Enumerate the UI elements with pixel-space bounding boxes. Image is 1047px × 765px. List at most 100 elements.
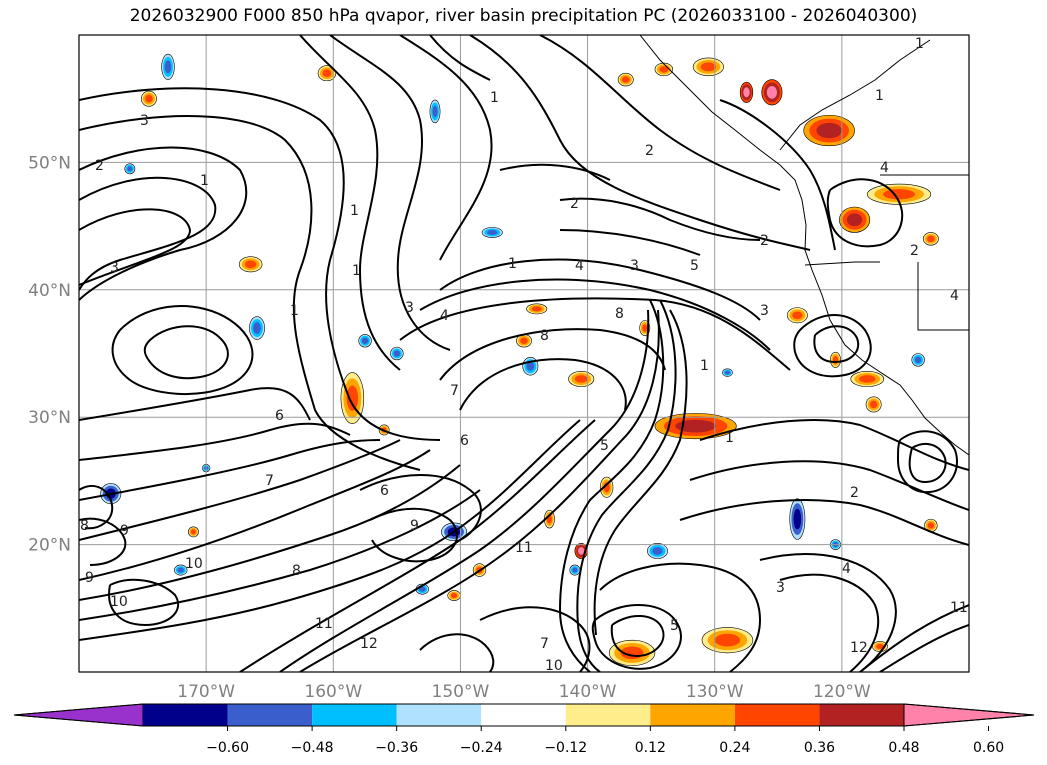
precip-shading-level bbox=[859, 375, 876, 383]
precip-shading-blob bbox=[358, 334, 372, 348]
precip-shading-blob bbox=[317, 65, 337, 82]
precip-shading-blob bbox=[526, 303, 548, 315]
contour-label: 7 bbox=[450, 383, 459, 399]
contour-label: 10 bbox=[110, 594, 128, 610]
contour-label: 11 bbox=[315, 616, 333, 632]
precip-shading-blob bbox=[141, 90, 157, 107]
precip-shading-level bbox=[642, 324, 648, 332]
contour-label: 11 bbox=[950, 600, 968, 616]
precip-shading-level bbox=[361, 337, 369, 344]
precip-shading-blob bbox=[238, 256, 263, 273]
precip-shading-blob bbox=[544, 509, 555, 529]
colorbar-tick-label: 0.36 bbox=[804, 740, 835, 756]
contour-label: 1 bbox=[700, 358, 709, 374]
contour-label: 4 bbox=[575, 258, 584, 274]
contour-label: 9 bbox=[85, 570, 94, 586]
contour-label: 1 bbox=[350, 203, 359, 219]
colorbar-segment bbox=[650, 704, 735, 726]
contour-label: 5 bbox=[670, 618, 679, 634]
precip-shading-level bbox=[659, 66, 669, 73]
contour-label: 6 bbox=[380, 483, 389, 499]
latitude-tick-label: 20°N bbox=[28, 536, 71, 556]
precip-shading-level bbox=[127, 166, 133, 172]
contour-label: 3 bbox=[405, 300, 414, 316]
colorbar-segment bbox=[565, 704, 651, 726]
contour-label: 1 bbox=[508, 256, 517, 272]
precip-shading-blob bbox=[161, 53, 175, 80]
contour-label: 3 bbox=[110, 260, 119, 276]
contour-label: 5 bbox=[690, 258, 699, 274]
precip-shading-level bbox=[714, 633, 741, 647]
longitude-tick-label: 130°W bbox=[686, 682, 744, 702]
precip-shading-level bbox=[526, 361, 535, 371]
contour-label: 5 bbox=[600, 438, 609, 454]
colorbar-segment bbox=[227, 704, 313, 726]
colorbar-segment bbox=[143, 704, 228, 726]
contour-label: 11 bbox=[515, 540, 533, 556]
precip-shading-blob bbox=[911, 353, 925, 367]
precip-shading-level bbox=[743, 87, 750, 98]
precip-shading-level bbox=[393, 350, 401, 357]
precip-shading-level bbox=[621, 76, 630, 83]
precip-shading-blob bbox=[761, 79, 783, 106]
precip-shading-level bbox=[520, 337, 528, 344]
colorbar-tick-label: 0.12 bbox=[635, 740, 666, 756]
longitude-tick-label: 140°W bbox=[559, 682, 617, 702]
contour-label: 7 bbox=[540, 636, 549, 652]
precip-shading-level bbox=[869, 400, 878, 409]
contour-label: 1 bbox=[875, 88, 884, 104]
precip-shading-blob bbox=[865, 396, 882, 413]
precip-shading-blob bbox=[390, 346, 404, 361]
precip-shading-level bbox=[164, 60, 172, 74]
graticule bbox=[79, 35, 969, 672]
precip-shading-level bbox=[177, 567, 184, 573]
contour-label: 1 bbox=[290, 303, 299, 319]
contour-label: 12 bbox=[850, 640, 868, 656]
contour-label: 10 bbox=[185, 556, 203, 572]
colorbar-segment bbox=[481, 704, 566, 726]
precip-shading-level bbox=[766, 85, 778, 99]
precip-shading-blob bbox=[839, 206, 871, 233]
precip-shading-level bbox=[244, 260, 257, 269]
contour-label: 1 bbox=[915, 36, 924, 52]
colorbar-extend-high bbox=[903, 703, 1035, 727]
precip-shading-level bbox=[792, 311, 803, 320]
precip-shading-blob bbox=[124, 163, 136, 175]
precip-shading-level bbox=[675, 419, 716, 433]
colorbar-tick-label: −0.60 bbox=[206, 740, 249, 756]
precip-shading-level bbox=[322, 69, 332, 78]
precip-shading-blob bbox=[654, 413, 737, 440]
precip-shading-level bbox=[432, 105, 438, 118]
precip-shading-blob bbox=[516, 334, 532, 348]
coastline-borders bbox=[639, 35, 969, 456]
contour-label: 2 bbox=[910, 243, 919, 259]
contour-label: 2 bbox=[570, 196, 579, 212]
colorbar-segment bbox=[312, 704, 397, 726]
contour-label: 8 bbox=[292, 563, 301, 579]
contour-label: 3 bbox=[760, 303, 769, 319]
colorbar-segment bbox=[396, 704, 482, 726]
longitude-tick-label: 170°W bbox=[177, 682, 235, 702]
precip-shading-level bbox=[572, 567, 578, 573]
precip-shading-blob bbox=[830, 351, 841, 368]
precip-shading-level bbox=[914, 356, 922, 364]
precip-shading-blob bbox=[654, 62, 674, 77]
precip-shading-level bbox=[700, 62, 716, 72]
precip-shading-blob bbox=[568, 371, 595, 387]
precip-shading-blob bbox=[789, 498, 806, 540]
precip-shading-level bbox=[846, 213, 863, 227]
precip-shading-level bbox=[876, 643, 884, 650]
colorbar-segment bbox=[819, 704, 904, 726]
precip-shading-level bbox=[145, 94, 153, 103]
map-frame bbox=[78, 34, 970, 673]
precip-shading-level bbox=[419, 586, 426, 592]
precip-shading-blob bbox=[174, 564, 188, 576]
precip-shading-level bbox=[793, 508, 802, 530]
precip-shading-level bbox=[816, 122, 842, 139]
precip-shading-level bbox=[724, 370, 730, 375]
precip-shading-level bbox=[487, 229, 498, 236]
contour-label: 4 bbox=[880, 160, 889, 176]
contour-label: 4 bbox=[842, 561, 851, 577]
longitude-tick-label: 160°W bbox=[304, 682, 362, 702]
precip-shading-level bbox=[578, 547, 585, 555]
